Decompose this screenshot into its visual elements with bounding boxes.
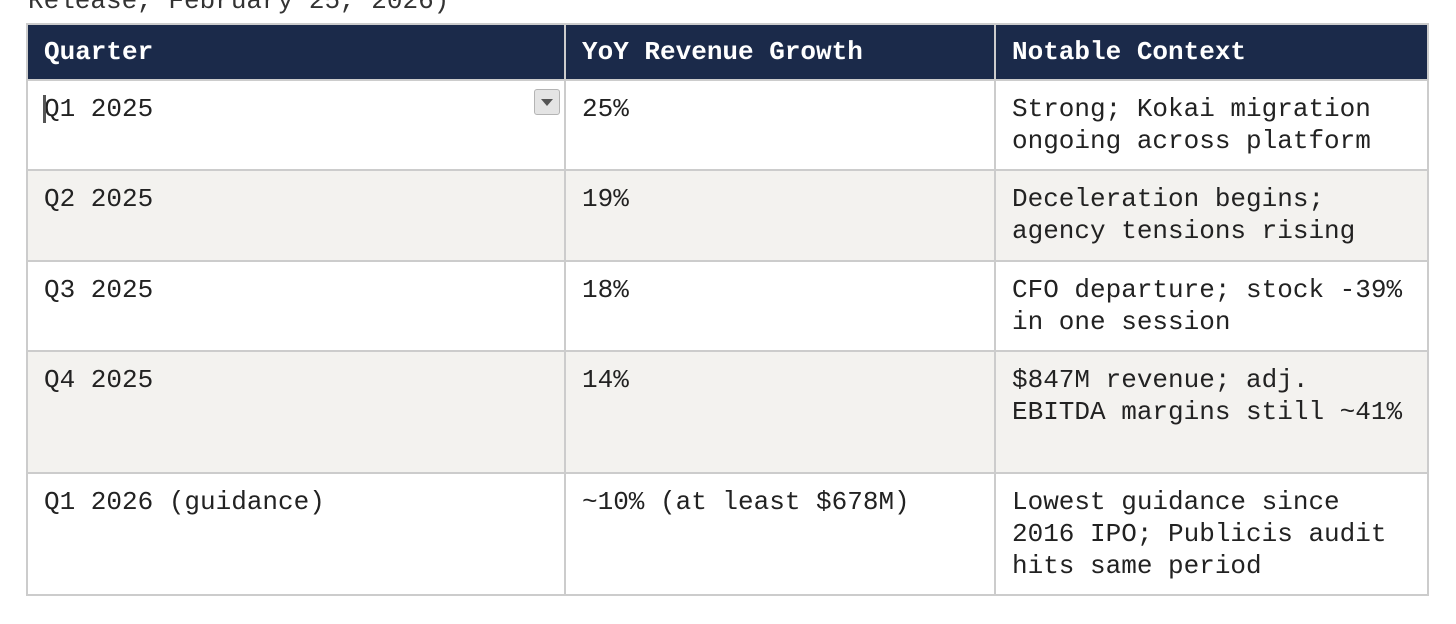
quarter-cell-text: Q1 2025 [44, 94, 154, 124]
table-row: Q4 2025 14% $847M revenue; adj. EBITDA m… [26, 350, 1429, 474]
table-row: Q1 2026 (guidance) ~10% (at least $678M)… [26, 472, 1429, 596]
column-header-quarter[interactable]: Quarter [26, 23, 566, 81]
context-cell[interactable]: $847M revenue; adj. EBITDA margins still… [994, 350, 1429, 474]
context-cell[interactable]: Lowest guidance since 2016 IPO; Publicis… [994, 472, 1429, 596]
chevron-down-icon [541, 99, 553, 106]
quarter-cell[interactable]: Q1 2026 (guidance) [26, 472, 566, 596]
text-cursor [43, 95, 46, 123]
column-header-growth[interactable]: YoY Revenue Growth [564, 23, 996, 81]
table-row: Q2 2025 19% Deceleration begins; agency … [26, 169, 1429, 262]
context-cell[interactable]: Deceleration begins; agency tensions ris… [994, 169, 1429, 262]
growth-table: Quarter YoY Revenue Growth Notable Conte… [26, 23, 1429, 596]
growth-cell[interactable]: 25% [564, 79, 996, 171]
column-header-context[interactable]: Notable Context [994, 23, 1429, 81]
growth-cell[interactable]: 14% [564, 350, 996, 474]
table-header-row: Quarter YoY Revenue Growth Notable Conte… [26, 23, 1429, 81]
growth-cell[interactable]: 18% [564, 260, 996, 352]
context-cell[interactable]: Strong; Kokai migration ongoing across p… [994, 79, 1429, 171]
growth-cell[interactable]: ~10% (at least $678M) [564, 472, 996, 596]
cell-dropdown-button[interactable] [534, 89, 560, 115]
table-row: Q3 2025 18% CFO departure; stock -39% in… [26, 260, 1429, 352]
quarter-cell[interactable]: Q2 2025 [26, 169, 566, 262]
quarter-cell[interactable]: Q1 2025 [26, 79, 566, 171]
growth-cell[interactable]: 19% [564, 169, 996, 262]
table-row: Q1 2025 25% Strong; Kokai migration ongo… [26, 79, 1429, 171]
table-caption: Release, February 25, 2026) [28, 0, 450, 16]
quarter-cell[interactable]: Q4 2025 [26, 350, 566, 474]
context-cell[interactable]: CFO departure; stock -39% in one session [994, 260, 1429, 352]
quarter-cell[interactable]: Q3 2025 [26, 260, 566, 352]
